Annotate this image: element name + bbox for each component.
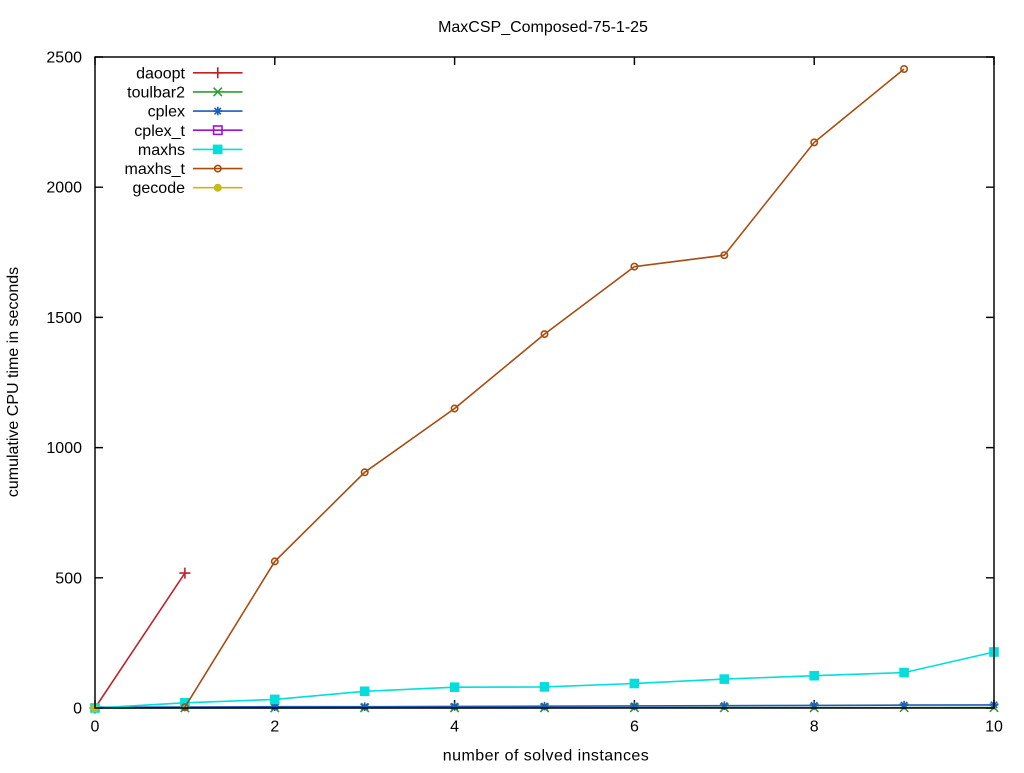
svg-text:toulbar2: toulbar2 (127, 84, 185, 101)
svg-text:500: 500 (55, 570, 82, 587)
svg-text:2: 2 (270, 719, 279, 736)
svg-text:daoopt: daoopt (136, 65, 185, 82)
svg-text:4: 4 (450, 719, 459, 736)
svg-text:cumulative CPU time in seconds: cumulative CPU time in seconds (5, 267, 22, 497)
svg-text:8: 8 (810, 719, 819, 736)
svg-text:cplex: cplex (148, 104, 185, 121)
svg-text:gecode: gecode (133, 180, 186, 197)
svg-text:2500: 2500 (46, 50, 82, 67)
svg-text:maxhs: maxhs (138, 142, 185, 159)
svg-text:0: 0 (91, 719, 100, 736)
svg-text:number of solved instances: number of solved instances (443, 748, 649, 765)
svg-text:1500: 1500 (46, 310, 82, 327)
svg-text:MaxCSP_Composed-75-1-25: MaxCSP_Composed-75-1-25 (438, 19, 648, 36)
svg-text:6: 6 (630, 719, 639, 736)
svg-text:0: 0 (73, 701, 82, 718)
svg-text:1000: 1000 (46, 440, 82, 457)
svg-text:maxhs_t: maxhs_t (125, 161, 186, 178)
svg-text:2000: 2000 (46, 180, 82, 197)
svg-text:10: 10 (985, 719, 1003, 736)
svg-text:cplex_t: cplex_t (134, 123, 185, 140)
